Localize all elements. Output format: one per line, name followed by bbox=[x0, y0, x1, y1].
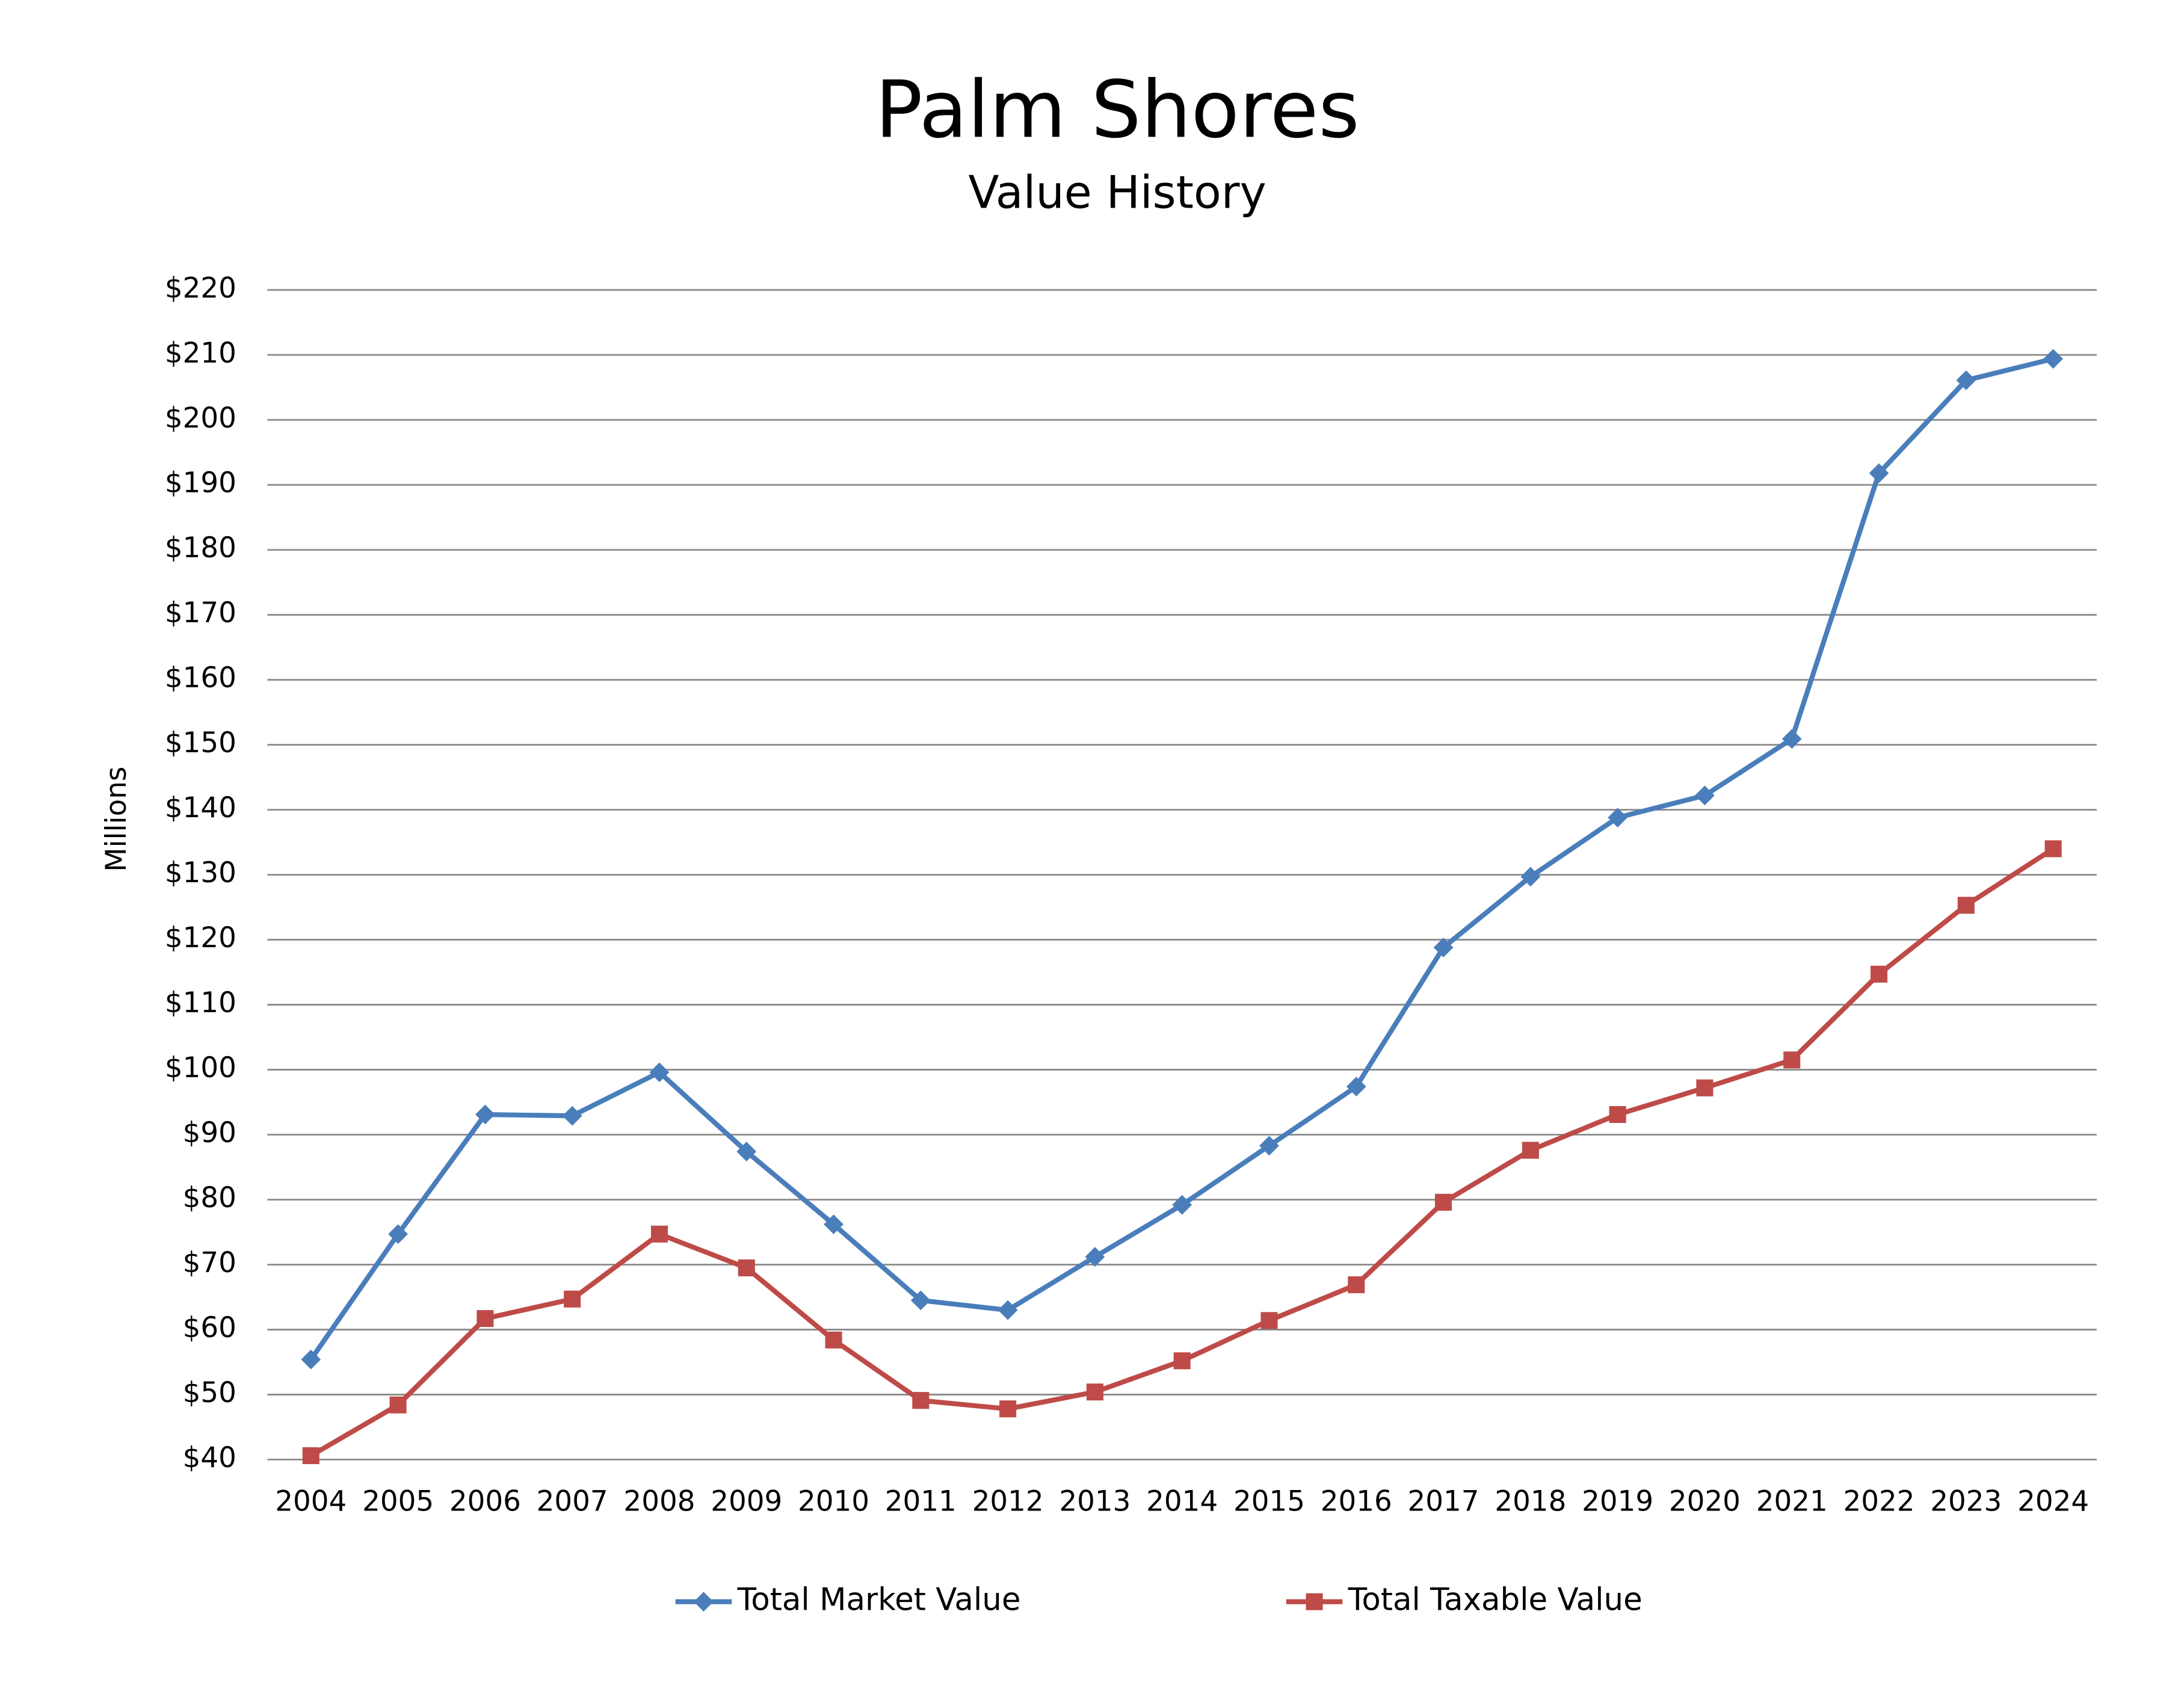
data-point bbox=[825, 1331, 842, 1349]
data-point bbox=[1085, 1247, 1105, 1267]
data-point bbox=[736, 1142, 757, 1161]
x-tick-label: 2023 bbox=[1930, 1485, 2002, 1518]
y-tick-label: $110 bbox=[165, 987, 236, 1019]
x-tick-label: 2013 bbox=[1059, 1485, 1131, 1518]
data-point bbox=[1086, 1383, 1103, 1401]
y-tick-label: $50 bbox=[183, 1377, 236, 1409]
x-tick-label: 2017 bbox=[1408, 1485, 1479, 1518]
data-point bbox=[999, 1400, 1017, 1418]
y-tick-label: $220 bbox=[165, 272, 236, 305]
data-point bbox=[1870, 965, 1888, 983]
y-tick-label: $80 bbox=[183, 1182, 236, 1214]
data-point bbox=[302, 1447, 319, 1464]
data-point bbox=[388, 1224, 408, 1244]
x-tick-label: 2022 bbox=[1843, 1485, 1915, 1518]
x-tick-label: 2014 bbox=[1146, 1485, 1218, 1518]
data-point bbox=[475, 1104, 495, 1125]
data-point bbox=[1173, 1352, 1191, 1370]
x-tick-label: 2010 bbox=[798, 1485, 869, 1518]
legend-marker bbox=[1306, 1593, 1323, 1610]
y-tick-label: $180 bbox=[165, 532, 236, 564]
x-tick-label: 2018 bbox=[1495, 1485, 1566, 1518]
y-tick-label: $130 bbox=[165, 857, 236, 889]
data-point bbox=[1608, 808, 1628, 827]
data-point bbox=[1783, 1051, 1801, 1069]
legend-label: Total Taxable Value bbox=[1348, 1582, 1643, 1618]
data-point bbox=[738, 1259, 755, 1276]
y-tick-label: $60 bbox=[183, 1312, 236, 1344]
data-point bbox=[1433, 938, 1454, 957]
x-tick-label: 2016 bbox=[1321, 1485, 1392, 1518]
data-point bbox=[562, 1105, 582, 1126]
y-tick-label: $90 bbox=[183, 1117, 236, 1149]
data-point bbox=[389, 1396, 407, 1414]
data-point bbox=[301, 1349, 321, 1370]
x-tick-label: 2019 bbox=[1582, 1485, 1653, 1518]
y-tick-label: $170 bbox=[165, 597, 236, 629]
x-tick-label: 2009 bbox=[711, 1485, 782, 1518]
data-point bbox=[477, 1310, 494, 1328]
data-point bbox=[1869, 463, 1889, 483]
x-tick-label: 2015 bbox=[1233, 1485, 1305, 1518]
x-tick-label: 2012 bbox=[972, 1485, 1044, 1518]
y-tick-label: $70 bbox=[183, 1247, 236, 1279]
data-point bbox=[2044, 840, 2062, 858]
y-tick-label: $160 bbox=[165, 662, 236, 694]
data-point bbox=[1781, 729, 1802, 749]
data-point bbox=[912, 1392, 930, 1409]
data-point bbox=[1696, 1079, 1714, 1096]
data-point bbox=[1435, 1193, 1452, 1211]
data-point bbox=[1956, 370, 1976, 391]
x-tick-label: 2021 bbox=[1756, 1485, 1828, 1518]
data-point bbox=[1346, 1077, 1366, 1096]
y-axis-label: Millions bbox=[100, 767, 133, 872]
y-tick-label: $40 bbox=[183, 1442, 236, 1474]
y-tick-label: $140 bbox=[165, 792, 236, 824]
y-tick-label: $120 bbox=[165, 922, 236, 954]
data-point bbox=[1260, 1312, 1278, 1329]
data-point bbox=[1695, 785, 1715, 806]
x-tick-label: 2011 bbox=[885, 1485, 957, 1518]
data-point bbox=[998, 1300, 1018, 1320]
x-tick-label: 2008 bbox=[623, 1485, 695, 1518]
legend-label: Total Market Value bbox=[737, 1582, 1021, 1618]
data-point bbox=[1520, 867, 1541, 887]
x-tick-label: 2024 bbox=[2017, 1485, 2089, 1518]
y-tick-label: $190 bbox=[165, 467, 236, 499]
y-tick-label: $100 bbox=[165, 1052, 236, 1084]
x-tick-label: 2007 bbox=[537, 1485, 608, 1518]
legend-marker bbox=[694, 1592, 714, 1612]
chart-subtitle: Value History bbox=[968, 167, 1266, 219]
chart-title: Palm Shores bbox=[875, 63, 1360, 155]
x-tick-label: 2004 bbox=[275, 1485, 347, 1518]
x-tick-label: 2020 bbox=[1669, 1485, 1741, 1518]
data-point bbox=[1172, 1195, 1192, 1215]
data-point bbox=[564, 1290, 581, 1308]
data-point bbox=[2043, 348, 2063, 369]
y-tick-label: $150 bbox=[165, 727, 236, 759]
data-point bbox=[1522, 1142, 1539, 1159]
y-tick-label: $200 bbox=[165, 402, 236, 434]
data-point bbox=[1609, 1106, 1626, 1124]
data-point bbox=[1259, 1136, 1279, 1156]
data-point bbox=[1957, 897, 1975, 914]
data-point bbox=[650, 1225, 668, 1243]
y-tick-label: $210 bbox=[165, 337, 236, 369]
x-tick-label: 2006 bbox=[449, 1485, 521, 1518]
x-tick-label: 2005 bbox=[362, 1485, 434, 1518]
data-point bbox=[1348, 1276, 1365, 1293]
